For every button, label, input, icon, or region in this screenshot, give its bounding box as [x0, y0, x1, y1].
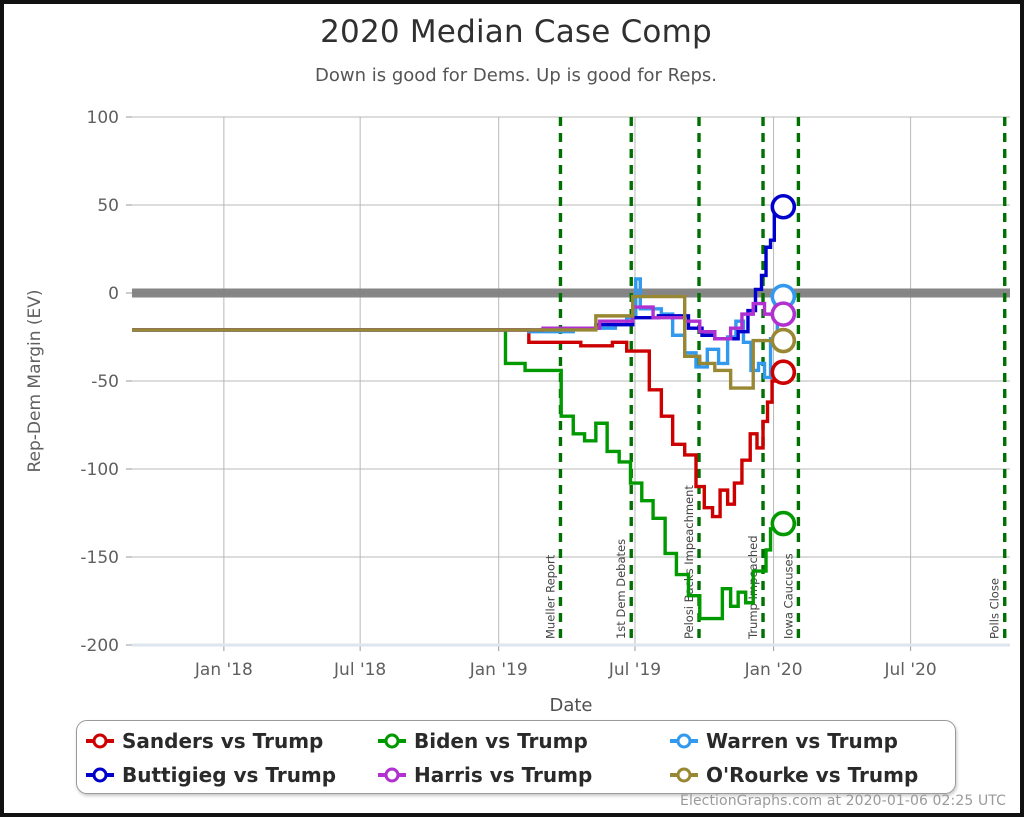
attribution-footer: ElectionGraphs.com at 2020-01-06 02:25 U… — [680, 793, 1006, 809]
y-tick-label: -150 — [80, 548, 119, 568]
series-line — [132, 328, 780, 519]
legend-item-label: Buttigieg vs Trump — [122, 763, 337, 787]
x-tick-label: Jul '19 — [608, 660, 661, 680]
circle-marker — [86, 767, 114, 783]
x-tick-label: Jan '18 — [194, 660, 253, 680]
y-tick-label: -50 — [91, 372, 119, 392]
circle-marker — [670, 733, 698, 749]
y-tick-label: -200 — [80, 636, 119, 656]
legend-item[interactable]: Sanders vs Trump — [85, 724, 377, 758]
chart-subtitle: Down is good for Dems. Up is good for Re… — [315, 65, 717, 86]
circle-marker — [378, 733, 406, 749]
x-axis-title: Date — [549, 695, 592, 714]
y-tick-label: 50 — [97, 196, 119, 216]
legend-item-label: Warren vs Trump — [706, 729, 898, 753]
chart-canvas: 100 50 0 -50 -100 -150 -200 Jan '18 Jul '18 Jan '… — [25, 108, 1010, 714]
x-tick-label: Jul '18 — [333, 660, 386, 680]
x-tick-label: Jan '20 — [744, 660, 803, 680]
y-tick-label: -100 — [80, 460, 119, 480]
x-tick-label: Jul '20 — [883, 660, 936, 680]
legend-item[interactable]: Harris vs Trump — [377, 758, 669, 792]
y-axis-title: Rep-Dem Margin (EV) — [25, 289, 45, 472]
legend-item-label: O'Rourke vs Trump — [706, 763, 919, 787]
legend-item[interactable]: Biden vs Trump — [377, 724, 669, 758]
series-endpoint-marker — [770, 327, 797, 354]
legend-item[interactable]: Warren vs Trump — [669, 724, 961, 758]
series-endpoint-marker — [770, 359, 797, 386]
annotation-label: Mueller Report — [543, 554, 557, 639]
circle-marker — [86, 733, 114, 749]
legend-item[interactable]: Buttigieg vs Trump — [85, 758, 377, 792]
y-tick-label: 100 — [87, 108, 119, 128]
chart-legend: Sanders vs Trump Biden vs Trump Warren vs … — [76, 720, 956, 794]
series-line — [132, 328, 780, 621]
series-endpoint-marker — [770, 301, 797, 327]
annotation-label: Pelosi Backs Impeachment — [682, 485, 696, 639]
annotation-label: 1st Dem Debates — [614, 539, 628, 639]
legend-item-label: Harris vs Trump — [414, 763, 593, 787]
legend-item-label: Biden vs Trump — [414, 729, 588, 753]
y-tick-label: 0 — [108, 284, 119, 304]
series-line — [132, 294, 778, 390]
annotation-label: Polls Close — [988, 578, 1002, 639]
x-tick-label: Jan '19 — [469, 660, 528, 680]
plot-area: 100 50 0 -50 -100 -150 -200 Jan '18 Jul '18 Jan '… — [4, 4, 1020, 714]
circle-marker — [670, 767, 698, 783]
series-endpoint-marker — [770, 510, 797, 537]
legend-item[interactable]: O'Rourke vs Trump — [669, 758, 961, 792]
annotation-label: Iowa Caucuses — [781, 553, 795, 639]
legend-grid: Sanders vs Trump Biden vs Trump Warren vs … — [77, 721, 955, 792]
series-endpoint-marker — [770, 193, 797, 220]
page-title: 2020 Median Case Comp — [320, 14, 712, 50]
circle-marker — [378, 767, 406, 783]
legend-item-label: Sanders vs Trump — [122, 729, 324, 753]
